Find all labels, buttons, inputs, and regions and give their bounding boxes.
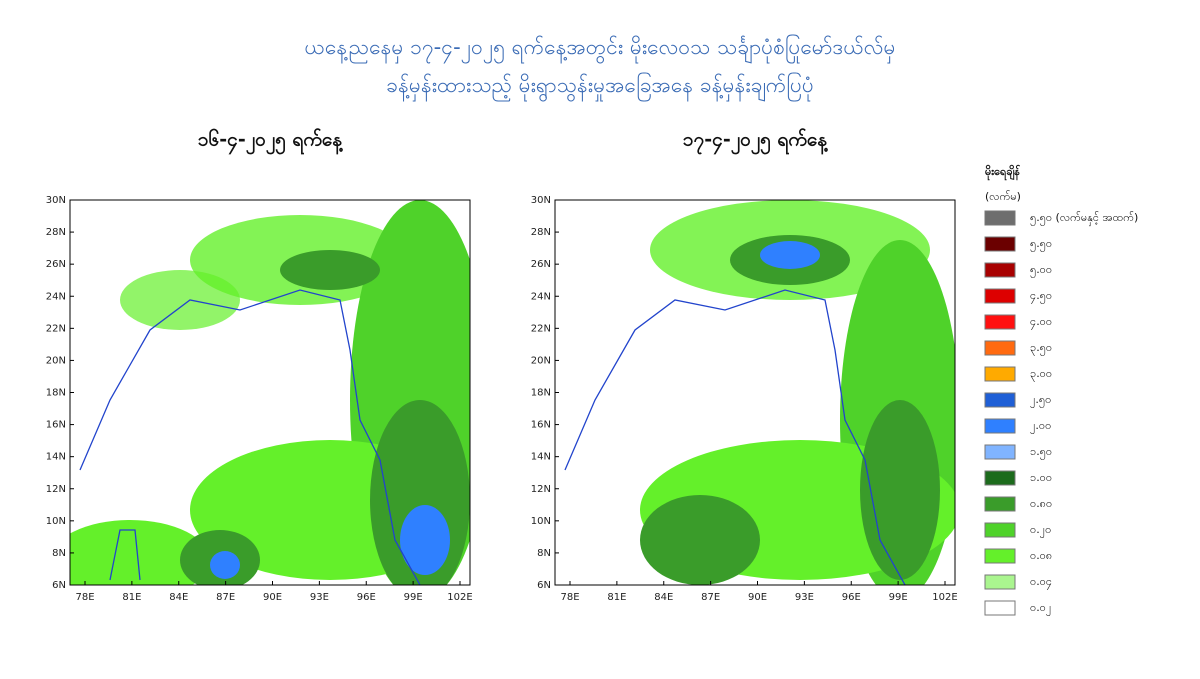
y-tick-label: 8N — [537, 548, 551, 559]
x-tick-label: 87E — [701, 592, 720, 603]
legend-swatch — [984, 236, 1016, 252]
legend-label: ၀.၈၀ — [1030, 497, 1052, 510]
legend-swatch — [984, 210, 1016, 226]
legend-label: ၅.၅၀ (လက်မနှင့် အထက်) — [1030, 211, 1138, 226]
map-title: ၁၇-၄-၂၀၂၅ ရက်နေ့ — [683, 127, 829, 156]
y-tick-label: 8N — [52, 548, 66, 559]
legend-swatch — [984, 340, 1016, 356]
y-tick-label: 14N — [531, 452, 551, 463]
y-tick-label: 18N — [46, 388, 66, 399]
legend-label: ၀.၀၈ — [1030, 549, 1052, 562]
x-tick-label: 81E — [122, 592, 141, 603]
y-tick-label: 30N — [46, 195, 66, 206]
x-tick-label: 90E — [263, 592, 282, 603]
x-tick-label: 93E — [795, 592, 814, 603]
x-tick-label: 102E — [932, 592, 957, 603]
y-tick-label: 6N — [537, 580, 551, 591]
rain-map — [70, 200, 470, 585]
legend-label: ၅.၅၀ — [1030, 237, 1052, 252]
y-tick-label: 24N — [531, 291, 551, 302]
legend-unit: (လက်မ) — [985, 190, 1021, 203]
legend-swatch — [984, 548, 1016, 564]
legend-title: မိုးရေချိန် — [985, 164, 1021, 181]
y-tick-label: 20N — [46, 355, 66, 366]
x-tick-label: 90E — [748, 592, 767, 603]
legend-swatch — [984, 470, 1016, 486]
x-tick-label: 84E — [654, 592, 673, 603]
y-tick-label: 30N — [531, 195, 551, 206]
y-tick-label: 22N — [531, 323, 551, 334]
legend-label: ၀.၂၀ — [1030, 523, 1051, 538]
legend-swatch — [984, 444, 1016, 460]
legend-swatch — [984, 600, 1016, 616]
x-tick-label: 102E — [447, 592, 472, 603]
x-tick-label: 78E — [75, 592, 94, 603]
y-tick-label: 28N — [531, 227, 551, 238]
legend-label: ၄.၅၀ — [1030, 289, 1052, 304]
y-tick-label: 16N — [531, 420, 551, 431]
x-tick-label: 99E — [889, 592, 908, 603]
legend-label: ၁.၀၀ — [1030, 471, 1052, 484]
legend-label: ၃.၀၀ — [1030, 367, 1052, 382]
rain-map — [555, 200, 955, 585]
legend-swatch — [984, 574, 1016, 590]
subtitle: ခန့်မှန်းထားသည့် မိုးရွာသွန်းမှုအခြေအနေ … — [386, 71, 814, 103]
y-tick-label: 18N — [531, 388, 551, 399]
y-tick-label: 6N — [52, 580, 66, 591]
x-tick-label: 84E — [169, 592, 188, 603]
y-tick-label: 26N — [531, 259, 551, 270]
title: ယနေ့ညနေမှ ၁၇-၄-၂၀၂၅ ရက်နေ့အတွင်း မိုးလေဝ… — [305, 33, 896, 65]
legend-label: ၀.၀၂ — [1030, 601, 1051, 616]
x-tick-label: 96E — [357, 592, 376, 603]
legend-swatch — [984, 262, 1016, 278]
x-tick-label: 87E — [216, 592, 235, 603]
legend-label: ၁.၅၀ — [1030, 445, 1052, 460]
legend-label: ၂.၀၀ — [1030, 419, 1051, 434]
y-tick-label: 12N — [531, 484, 551, 495]
legend-label: ၃.၅၀ — [1030, 341, 1052, 356]
x-tick-label: 99E — [404, 592, 423, 603]
legend-swatch — [984, 366, 1016, 382]
legend-swatch — [984, 522, 1016, 538]
x-tick-label: 78E — [560, 592, 579, 603]
y-tick-label: 20N — [531, 355, 551, 366]
y-tick-label: 28N — [46, 227, 66, 238]
legend-label: ၂.၅၀ — [1030, 393, 1051, 408]
legend-label: ၄.၀၀ — [1030, 315, 1052, 330]
y-tick-label: 12N — [46, 484, 66, 495]
y-tick-label: 24N — [46, 291, 66, 302]
y-tick-label: 10N — [46, 516, 66, 527]
y-tick-label: 22N — [46, 323, 66, 334]
x-tick-label: 96E — [842, 592, 861, 603]
legend-swatch — [984, 418, 1016, 434]
legend-swatch — [984, 314, 1016, 330]
legend-label: ၅.၀၀ — [1030, 263, 1052, 278]
y-tick-label: 26N — [46, 259, 66, 270]
x-tick-label: 93E — [310, 592, 329, 603]
legend-label: ၀.၀၄ — [1030, 575, 1052, 590]
y-tick-label: 16N — [46, 420, 66, 431]
x-tick-label: 81E — [607, 592, 626, 603]
map-title: ၁၆-၄-၂၀၂၅ ရက်နေ့ — [198, 127, 344, 156]
y-tick-label: 14N — [46, 452, 66, 463]
legend-swatch — [984, 288, 1016, 304]
legend-swatch — [984, 392, 1016, 408]
legend-swatch — [984, 496, 1016, 512]
y-tick-label: 10N — [531, 516, 551, 527]
